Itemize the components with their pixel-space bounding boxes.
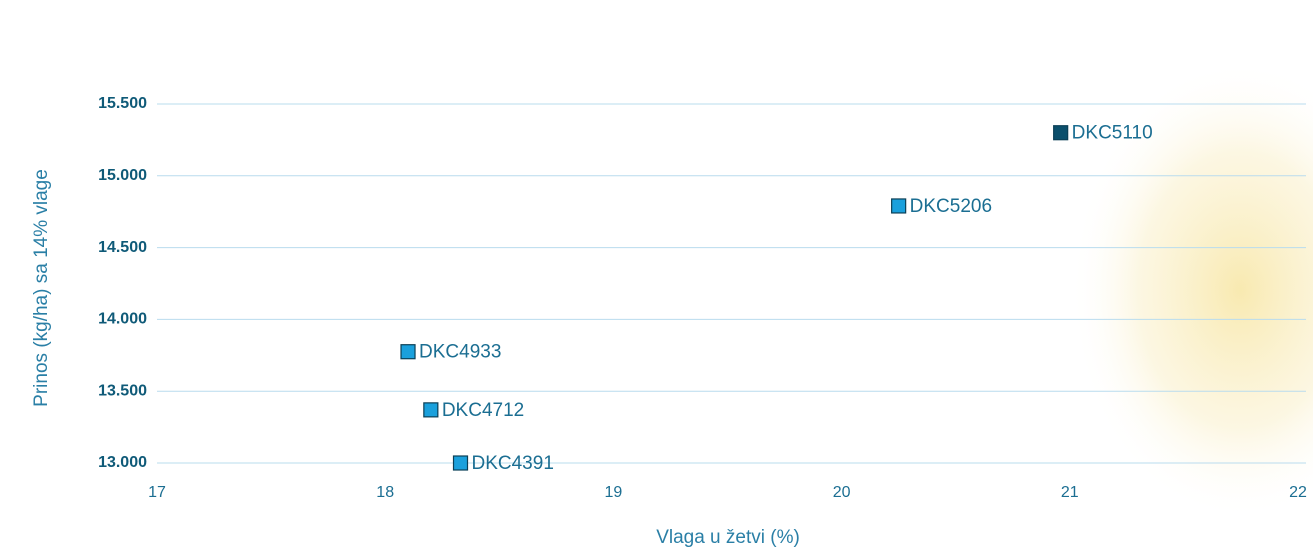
x-tick-label: 17 <box>148 484 166 501</box>
y-tick-label: 15.000 <box>98 167 147 184</box>
point <box>452 455 469 471</box>
point <box>891 198 907 214</box>
point-label: DKC4933 <box>419 342 501 363</box>
x-tick-label: 20 <box>833 484 851 501</box>
x-tick-label: 19 <box>605 484 623 501</box>
y-tick-label: 15.500 <box>98 95 147 112</box>
point-label: DKC4391 <box>472 453 554 474</box>
point <box>400 344 416 360</box>
background-decoration <box>1070 60 1313 520</box>
point-label: DKC5206 <box>910 196 992 217</box>
x-tick-label: 21 <box>1061 484 1079 501</box>
x-tick-label: 22 <box>1289 484 1307 501</box>
y-tick-label: 13.000 <box>98 454 147 471</box>
y-tick-label: 14.000 <box>98 311 147 328</box>
point <box>423 402 439 418</box>
grid: 13.000 13.500 14.000 14.500 15.000 15.500 17 18… <box>98 95 1307 501</box>
x-tick-label: 18 <box>376 484 394 501</box>
point-label: DKC5110 <box>1072 123 1153 144</box>
plot: DKC5110 DKC5206 DKC4933 DKC4712 DKC4391 <box>400 123 1153 474</box>
y-tick-label: 13.500 <box>98 382 147 399</box>
y-axis-title: Prinos (kg/ha) sa 14% vlage <box>31 169 52 407</box>
y-tick-label: 14.500 <box>98 239 147 256</box>
x-axis-title: Vlaga u žetvi (%) <box>656 527 800 548</box>
point <box>1053 125 1069 141</box>
point-label: DKC4712 <box>442 400 524 421</box>
